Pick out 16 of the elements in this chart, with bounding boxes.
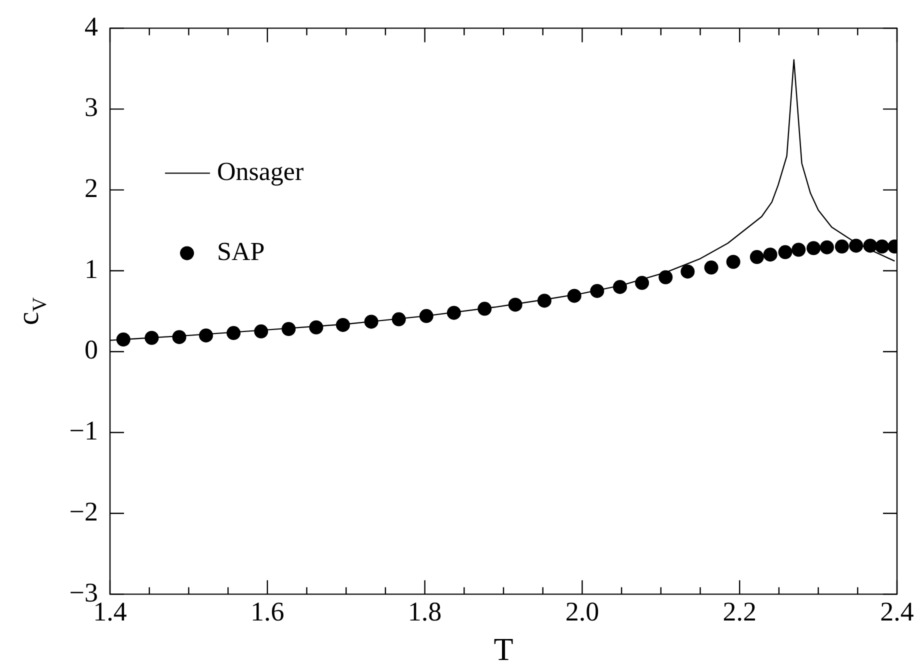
x-tick-label: 2.4	[880, 596, 914, 626]
x-tick-label: 2.0	[565, 596, 600, 626]
x-tick-label: 2.2	[722, 596, 756, 626]
y-axis-title: cV	[12, 296, 51, 326]
legend-label: Onsager	[217, 157, 304, 186]
x-tick-label: 1.8	[408, 596, 442, 626]
y-tick-label: 4	[84, 11, 98, 42]
y-tick-label: −2	[69, 496, 98, 526]
x-tick-label: 1.6	[250, 596, 284, 626]
y-tick-label: 1	[84, 254, 98, 284]
legend-label: SAP	[217, 237, 265, 266]
y-tick-label: 3	[84, 92, 98, 122]
x-axis-title: T	[494, 631, 514, 668]
y-tick-label: 0	[84, 334, 98, 365]
y-tick-label: 2	[84, 173, 98, 204]
y-tick-label: −1	[69, 416, 98, 446]
